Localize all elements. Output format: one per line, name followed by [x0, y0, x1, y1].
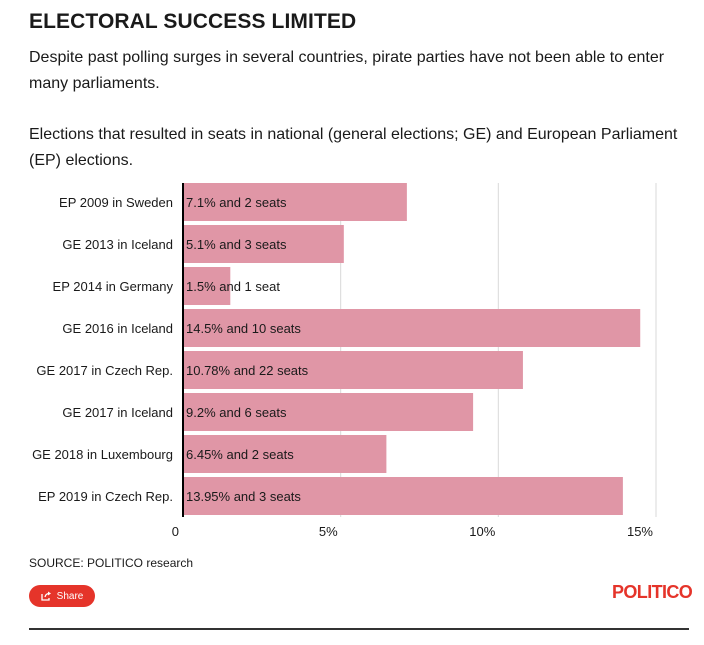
data-label: 9.2% and 6 seats — [186, 405, 287, 420]
data-label: 5.1% and 3 seats — [186, 237, 287, 252]
data-label: 6.45% and 2 seats — [186, 447, 294, 462]
data-label: 7.1% and 2 seats — [186, 195, 287, 210]
bar — [183, 225, 344, 263]
data-label: 13.95% and 3 seats — [186, 489, 301, 504]
x-tick-label: 15% — [627, 524, 653, 539]
x-tick-label: 0 — [172, 524, 179, 539]
bar — [183, 435, 387, 473]
data-label: 1.5% and 1 seat — [186, 279, 280, 294]
category-label: GE 2017 in Iceland — [62, 405, 173, 420]
share-icon — [41, 591, 51, 601]
data-label: 14.5% and 10 seats — [186, 321, 301, 336]
chart-subtitle: Despite past polling surges in several c… — [29, 49, 665, 92]
bar — [183, 393, 474, 431]
bar — [183, 183, 407, 221]
category-label: EP 2019 in Czech Rep. — [38, 489, 173, 504]
category-label: EP 2014 in Germany — [53, 279, 174, 294]
bar — [183, 351, 523, 389]
bar — [183, 309, 641, 347]
footer-rule — [29, 628, 689, 630]
bar — [183, 267, 231, 305]
x-tick-label: 10% — [469, 524, 495, 539]
share-button[interactable]: Share — [29, 585, 95, 607]
bar-chart: EP 2009 in Sweden 7.1% and 2 seats GE 2013… — [32, 183, 657, 539]
bar — [183, 477, 623, 515]
category-label: GE 2017 in Czech Rep. — [36, 363, 173, 378]
share-label: Share — [56, 590, 84, 602]
chart-description: Elections that resulted in seats in nati… — [29, 126, 678, 169]
politico-logo[interactable]: POLITICO — [612, 582, 693, 602]
data-label: 10.78% and 22 seats — [186, 363, 309, 378]
category-label: GE 2018 in Luxembourg — [32, 447, 173, 462]
source-note: SOURCE: POLITICO research — [29, 556, 194, 570]
category-label: EP 2009 in Sweden — [59, 195, 173, 210]
chart-title: ELECTORAL SUCCESS LIMITED — [29, 10, 357, 33]
x-tick-label: 5% — [319, 524, 338, 539]
category-label: GE 2016 in Iceland — [62, 321, 173, 336]
category-label: GE 2013 in Iceland — [62, 237, 173, 252]
